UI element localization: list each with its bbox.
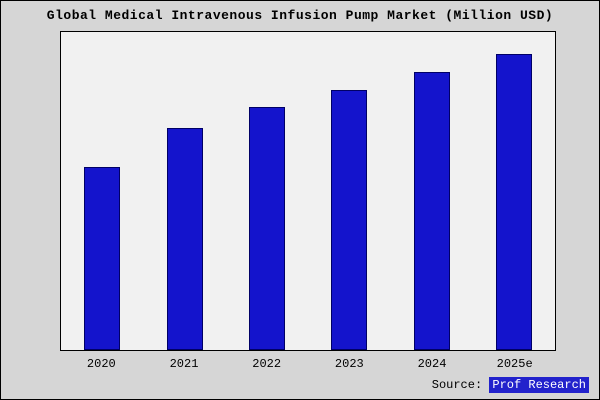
bar-2024: [413, 71, 450, 350]
bar-2025e: [495, 54, 532, 350]
bar-2023: [331, 89, 368, 350]
bar-2022: [248, 107, 285, 350]
bar-2020: [84, 166, 121, 350]
x-axis-tick-labels: 2020 2021 2022 2023 2024 2025e: [60, 357, 556, 373]
bar-2021: [166, 128, 203, 350]
plot-area: [60, 31, 556, 351]
x-tick-label-2020: 2020: [86, 357, 116, 371]
source-label: Source:: [431, 378, 483, 392]
chart-title: Global Medical Intravenous Infusion Pump…: [46, 8, 554, 23]
x-tick-label-2021: 2021: [169, 357, 199, 371]
x-tick-label-2024: 2024: [417, 357, 447, 371]
source-caption: Source: Prof Research: [431, 377, 589, 393]
x-tick-label-2022: 2022: [252, 357, 282, 371]
x-tick-label-2025e: 2025e: [496, 357, 533, 371]
x-tick-label-2023: 2023: [334, 357, 364, 371]
source-name: Prof Research: [489, 377, 589, 393]
